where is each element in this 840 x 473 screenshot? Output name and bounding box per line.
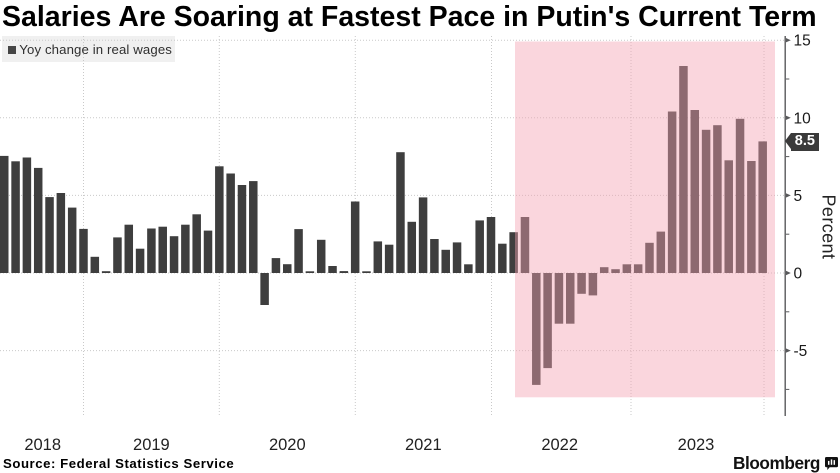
svg-text:0: 0	[794, 266, 803, 283]
svg-text:2018: 2018	[24, 436, 61, 454]
svg-text:15: 15	[794, 33, 811, 50]
svg-text:2023: 2023	[678, 436, 715, 454]
svg-text:5: 5	[794, 188, 803, 205]
svg-text:2022: 2022	[541, 436, 578, 454]
svg-text:2019: 2019	[133, 436, 170, 454]
svg-text:2020: 2020	[269, 436, 306, 454]
svg-text:2021: 2021	[405, 436, 442, 454]
svg-text:-5: -5	[794, 343, 808, 360]
svg-text:10: 10	[794, 110, 812, 127]
